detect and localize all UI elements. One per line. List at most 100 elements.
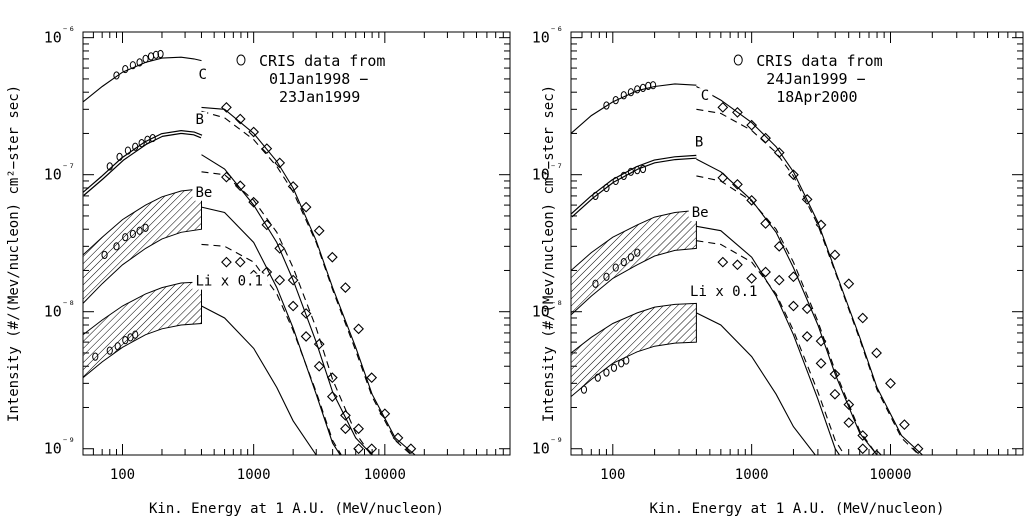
curve-c-solid <box>696 86 923 455</box>
data-point-diamond <box>248 126 260 138</box>
legend-circle-marker <box>733 54 743 66</box>
data-point-diamond <box>717 172 729 184</box>
data-point-diamond <box>843 278 855 290</box>
data-point-diamond <box>815 357 827 369</box>
data-point-diamond <box>313 360 325 372</box>
label-knockout <box>697 88 713 105</box>
data-point-circle <box>634 166 641 175</box>
data-point-diamond <box>392 432 404 444</box>
data-point-diamond <box>899 419 910 430</box>
data-point-diamond <box>326 372 338 384</box>
element-label-c: C <box>199 67 207 83</box>
data-point-circle <box>620 258 627 267</box>
curve-be-solid <box>696 225 841 455</box>
plot-frame <box>570 31 1024 456</box>
data-point-diamond <box>379 408 391 420</box>
data-point-diamond <box>760 132 771 144</box>
data-point-diamond <box>773 274 785 286</box>
data-point-diamond <box>287 181 299 192</box>
data-point-circle <box>92 352 99 361</box>
x-axis-label: Kin. Energy at 1 A.U. (MeV/nucleon) <box>149 501 444 517</box>
data-point-circle <box>592 279 599 288</box>
data-point-circle <box>612 263 619 272</box>
data-point-diamond <box>760 218 771 229</box>
element-label-b: B <box>695 135 703 151</box>
label-knockout <box>195 66 211 83</box>
data-point-circle <box>113 71 120 80</box>
plot-area: C B Be Li x 0.1 <box>83 49 417 455</box>
data-point-diamond <box>746 273 758 284</box>
data-point-circle <box>580 385 588 394</box>
legend-text: 23Jan1999 <box>279 88 360 106</box>
data-point-diamond <box>871 347 882 359</box>
data-point-circle <box>116 152 123 161</box>
data-point-diamond <box>801 194 813 205</box>
data-point-diamond <box>300 331 312 342</box>
data-point-circle <box>634 248 641 257</box>
data-point-diamond <box>857 430 869 441</box>
data-point-diamond <box>829 368 841 380</box>
curve-b-solid <box>201 154 373 455</box>
data-point-diamond <box>287 300 299 312</box>
data-point-circle <box>592 191 599 201</box>
x-tick-label: 10000 <box>364 467 406 483</box>
data-point-diamond <box>300 308 312 319</box>
element-label-li: Li x 0.1 <box>195 274 262 290</box>
data-point-circle <box>136 58 143 67</box>
y-tick-label: 10⁻⁶ <box>44 25 75 47</box>
curve-b-solid <box>696 158 878 455</box>
label-knockout <box>192 184 216 201</box>
y-tick-label: 10⁻⁹ <box>532 436 563 458</box>
data-point-circle <box>620 91 627 100</box>
data-point-circle <box>618 359 625 368</box>
data-point-circle <box>603 272 610 281</box>
x-tick-label: 1000 <box>237 467 271 483</box>
data-point-circle <box>129 61 136 70</box>
data-point-circle <box>142 223 149 232</box>
label-knockout <box>691 134 707 151</box>
data-point-circle <box>639 83 647 92</box>
data-point-circle <box>136 226 143 235</box>
legend-text: 18Apr2000 <box>776 88 857 106</box>
data-point-diamond <box>221 171 232 183</box>
data-point-circle <box>603 368 610 377</box>
data-point-diamond <box>340 410 351 421</box>
curve-b-double-outer <box>571 154 697 218</box>
legend-text: 24Jan1999 − <box>766 70 865 88</box>
curve-b-double-inner <box>83 131 202 195</box>
data-point-diamond <box>857 312 869 324</box>
data-point-diamond <box>871 449 882 455</box>
data-point-diamond <box>353 423 364 435</box>
data-point-diamond <box>287 274 299 286</box>
legend-circle-marker <box>236 54 246 66</box>
data-point-diamond <box>788 169 799 181</box>
data-point-diamond <box>788 271 799 283</box>
data-point-diamond <box>773 240 785 252</box>
data-point-diamond <box>234 256 246 268</box>
data-point-diamond <box>815 219 827 231</box>
curve-b-dashed <box>201 171 372 455</box>
data-point-circle <box>603 183 610 193</box>
data-point-circle <box>627 167 634 176</box>
label-knockout <box>688 205 712 222</box>
y-tick-label: 10⁻⁷ <box>532 162 563 184</box>
data-point-diamond <box>366 372 378 384</box>
curve-li-solid <box>696 312 816 455</box>
data-point-circle <box>610 363 618 372</box>
data-point-circle <box>114 342 121 351</box>
curve-b-double-inner <box>571 156 697 217</box>
data-point-diamond <box>353 443 364 455</box>
data-point-diamond <box>773 147 785 158</box>
data-point-diamond <box>353 323 364 335</box>
data-point-circle <box>122 233 129 242</box>
y-tick-label: 10⁻⁹ <box>44 436 75 458</box>
curve-be-dashed <box>201 243 342 455</box>
chart-panel-right: C B Be Li x 0.1 100 1000 10000 10⁻⁹ 10⁻⁸ 10⁻⁷ 10⁻⁶… <box>532 25 1024 517</box>
data-point-diamond <box>829 249 841 261</box>
data-point-circle <box>594 373 601 382</box>
y-tick-label: 10⁻⁸ <box>532 299 563 321</box>
curve-be-dashed <box>696 240 846 455</box>
y-axis-label: Intensity (#/(Mev/nucleon) cm²−ster sec) <box>6 85 22 422</box>
